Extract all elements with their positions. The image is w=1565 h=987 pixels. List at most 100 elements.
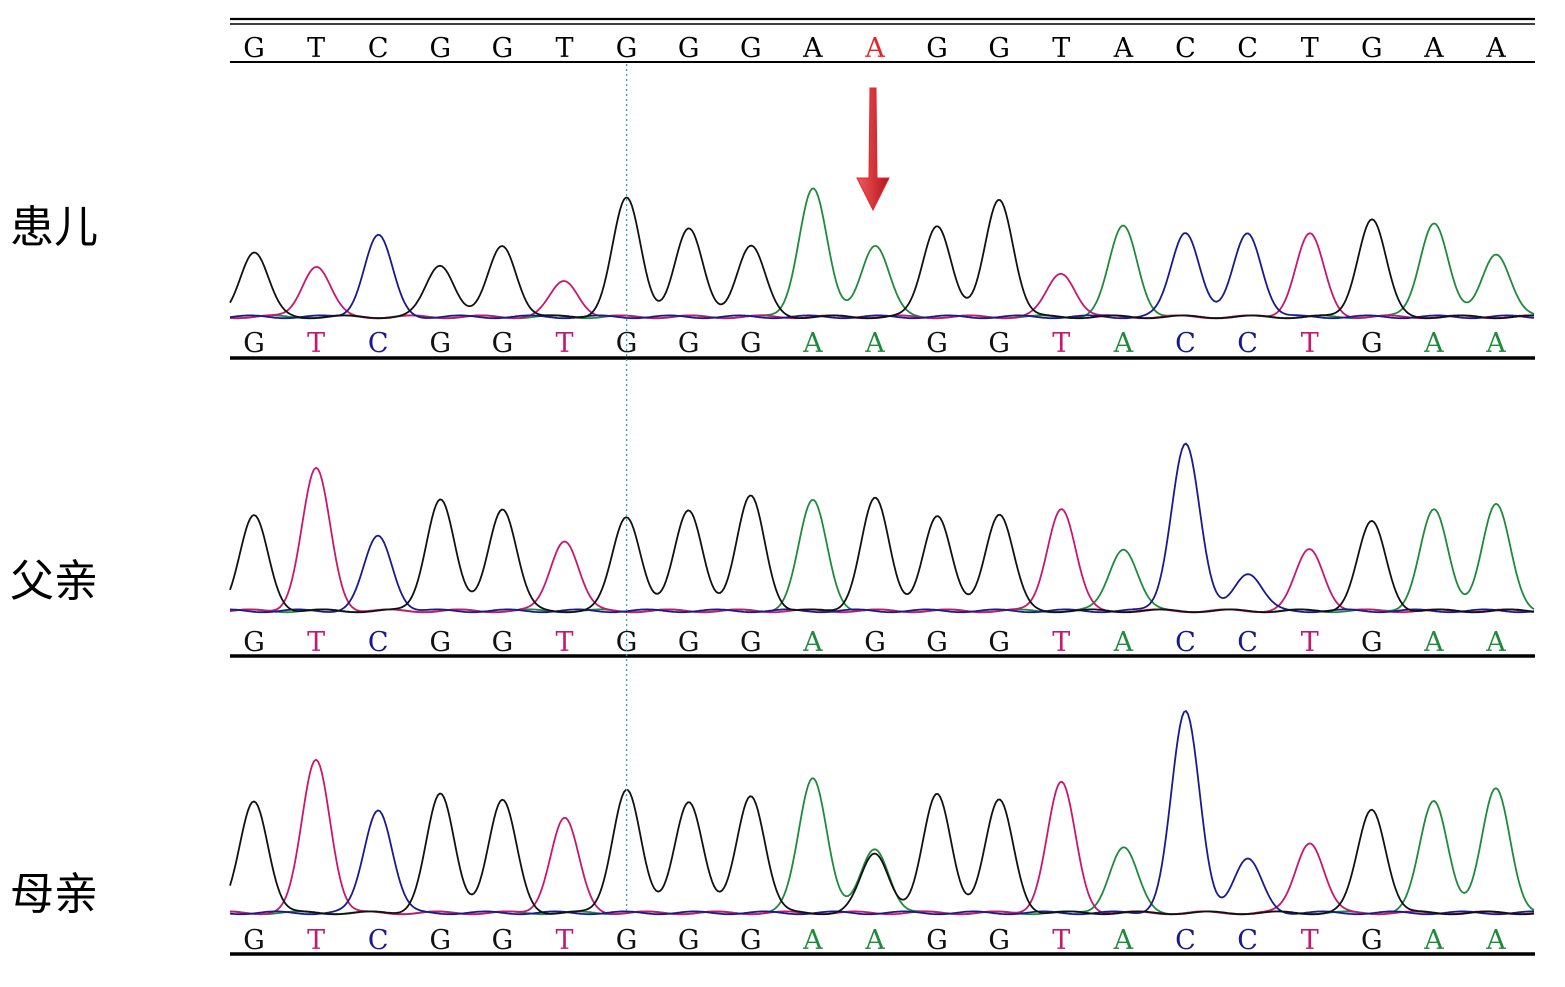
reference-base: T	[1301, 33, 1319, 64]
base-call: G	[740, 328, 762, 359]
base-call: T	[555, 328, 573, 359]
reference-base: C	[368, 33, 389, 64]
reference-base: G	[988, 33, 1010, 64]
trace-c	[229, 442, 1535, 614]
base-call: C	[368, 627, 389, 658]
base-call: A	[802, 328, 823, 359]
base-call: G	[616, 328, 638, 359]
reference-base: C	[1175, 33, 1196, 64]
base-call: T	[555, 925, 573, 956]
reference-base: T	[555, 33, 573, 64]
base-call: G	[492, 328, 514, 359]
base-call: C	[1237, 627, 1258, 658]
base-call: A	[1485, 328, 1506, 359]
reference-base: G	[243, 33, 265, 64]
base-call: G	[243, 328, 265, 359]
base-call: A	[1113, 627, 1134, 658]
trace-c	[229, 710, 1534, 916]
base-call: A	[1113, 328, 1134, 359]
base-call: G	[988, 627, 1010, 658]
base-call: T	[1052, 925, 1070, 956]
trace-g	[229, 196, 1534, 320]
base-call: G	[1361, 328, 1383, 359]
base-call: G	[1361, 925, 1383, 956]
base-call: A	[864, 328, 885, 359]
trace-a	[229, 499, 1535, 614]
trace-g	[229, 788, 1535, 916]
trace-a	[229, 187, 1535, 320]
reference-base: G	[492, 33, 514, 64]
reference-base: G	[430, 33, 452, 64]
reference-base: T	[1052, 33, 1070, 64]
base-call: T	[307, 328, 325, 359]
reference-base: G	[926, 33, 948, 64]
base-call: C	[368, 925, 389, 956]
base-call: G	[740, 627, 762, 658]
base-call: G	[926, 925, 948, 956]
reference-base: C	[1237, 33, 1258, 64]
reference-base: G	[740, 33, 762, 64]
chromatogram-tracks: G T C G G T G G G A A G G T A C C T G A A G T C G G T G G G A G G G T A C C T G…	[229, 187, 1535, 956]
base-call: G	[926, 627, 948, 658]
base-call: C	[1237, 925, 1258, 956]
base-call: G	[864, 627, 886, 658]
base-call: C	[1175, 627, 1196, 658]
base-call: A	[864, 925, 885, 956]
reference-base: A	[1423, 33, 1444, 64]
base-call: G	[430, 627, 452, 658]
base-call: A	[1113, 925, 1134, 956]
base-call: A	[802, 627, 823, 658]
base-call: G	[678, 627, 700, 658]
base-call: A	[802, 925, 823, 956]
base-call: A	[1423, 627, 1444, 658]
base-call: G	[430, 328, 452, 359]
reference-base: G	[616, 33, 638, 64]
base-call: A	[1423, 925, 1444, 956]
sample-label: 母亲	[10, 869, 98, 920]
base-call: G	[926, 328, 948, 359]
base-call: A	[1485, 627, 1506, 658]
base-call: A	[1485, 925, 1506, 956]
base-call: T	[307, 627, 325, 658]
base-call: G	[1361, 627, 1383, 658]
base-call: C	[368, 328, 389, 359]
base-call: G	[430, 925, 452, 956]
base-call: G	[988, 328, 1010, 359]
sample-label: 患儿	[10, 202, 98, 253]
base-call: T	[1301, 627, 1319, 658]
base-call: T	[1301, 925, 1319, 956]
base-call: A	[1423, 328, 1444, 359]
base-call: T	[1301, 328, 1319, 359]
trace-t	[229, 232, 1535, 320]
reference-base: A	[1113, 33, 1134, 64]
reference-base: A	[1485, 33, 1506, 64]
mutation-arrow	[856, 87, 890, 212]
base-call: G	[678, 925, 700, 956]
reference-base: G	[1361, 33, 1383, 64]
base-call: T	[1052, 328, 1070, 359]
base-call: G	[492, 627, 514, 658]
reference-base: G	[678, 33, 700, 64]
base-call: T	[555, 627, 573, 658]
trace-t	[229, 758, 1535, 916]
sample-label: 父亲	[10, 556, 98, 607]
reference-base: T	[307, 33, 325, 64]
trace-t	[229, 466, 1535, 614]
base-call: C	[1175, 328, 1196, 359]
reference-base: A	[864, 33, 885, 64]
base-call: T	[307, 925, 325, 956]
base-call: T	[1052, 627, 1070, 658]
base-call: G	[616, 925, 638, 956]
base-call: G	[740, 925, 762, 956]
base-call: C	[1175, 925, 1196, 956]
base-call: G	[678, 328, 700, 359]
base-call: G	[492, 925, 514, 956]
trace-g	[229, 494, 1535, 614]
red-arrow-icon	[856, 87, 890, 212]
base-call: G	[988, 925, 1010, 956]
